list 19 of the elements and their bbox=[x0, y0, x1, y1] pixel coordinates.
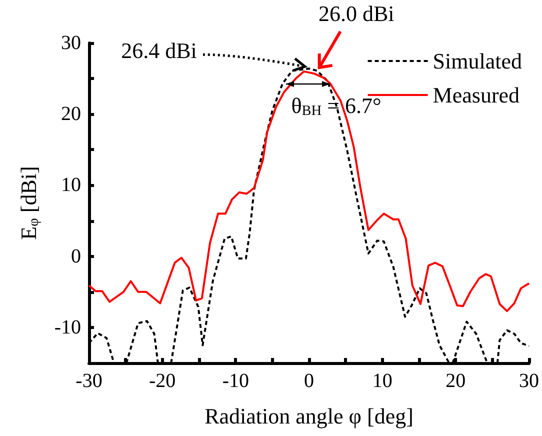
legend-label: Measured bbox=[432, 82, 520, 108]
legend-label: Simulated bbox=[432, 48, 522, 74]
x-tick-label: 20 bbox=[446, 370, 466, 392]
y-tick-label: -10 bbox=[54, 316, 81, 338]
x-tick-label: -10 bbox=[222, 370, 250, 392]
y-axis-title: Eφ [dBi] bbox=[16, 166, 42, 240]
annotation: 26.4 dBi bbox=[121, 38, 197, 64]
x-tick-label: 10 bbox=[372, 370, 392, 392]
y-tick-label: 30 bbox=[61, 32, 81, 54]
y-tick-label: 20 bbox=[61, 103, 81, 126]
y-tick-label: 10 bbox=[61, 174, 81, 196]
x-tick-label: -20 bbox=[148, 370, 176, 392]
annotation: 26.0 dBi bbox=[318, 0, 394, 26]
x-tick-label: -30 bbox=[76, 370, 102, 392]
line-series bbox=[88, 70, 530, 312]
x-tick-label: 30 bbox=[519, 370, 539, 392]
y-tick-label: 0 bbox=[71, 245, 81, 268]
x-axis-title: Radiation angle φ [deg] bbox=[204, 404, 414, 428]
x-tick-label: 0 bbox=[304, 370, 314, 392]
